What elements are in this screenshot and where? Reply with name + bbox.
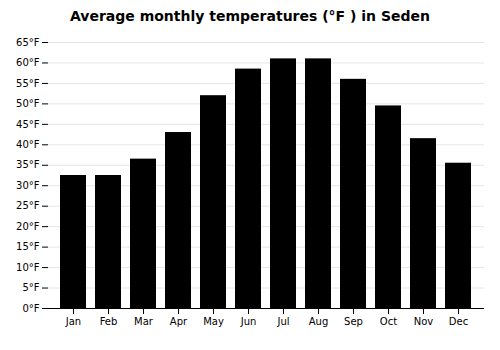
svg-text:65°F: 65°F bbox=[16, 37, 40, 48]
svg-text:Feb: Feb bbox=[100, 316, 118, 327]
svg-text:Oct: Oct bbox=[380, 316, 397, 327]
svg-text:Jul: Jul bbox=[276, 316, 289, 327]
svg-text:Sep: Sep bbox=[344, 316, 363, 327]
svg-text:50°F: 50°F bbox=[16, 98, 40, 109]
svg-text:Apr: Apr bbox=[170, 316, 188, 327]
svg-text:Jun: Jun bbox=[240, 316, 257, 327]
svg-text:May: May bbox=[203, 316, 224, 327]
svg-text:25°F: 25°F bbox=[16, 200, 40, 211]
svg-text:30°F: 30°F bbox=[16, 180, 40, 191]
html-text:Average monthly temperatures (: Average monthly temperatures (°F ) in Se… bbox=[70, 8, 430, 24]
svg-text:5°F: 5°F bbox=[22, 282, 39, 293]
svg-text:55°F: 55°F bbox=[16, 78, 40, 89]
svg-text:20°F: 20°F bbox=[16, 221, 40, 232]
svg-text:Aug: Aug bbox=[309, 316, 329, 327]
svg-text:Dec: Dec bbox=[449, 316, 468, 327]
svg-text:45°F: 45°F bbox=[16, 119, 40, 130]
svg-text:15°F: 15°F bbox=[16, 241, 40, 252]
svg-text:40°F: 40°F bbox=[16, 139, 40, 150]
svg-text:10°F: 10°F bbox=[16, 262, 40, 273]
svg-text:0°F: 0°F bbox=[22, 303, 39, 314]
svg-text:60°F: 60°F bbox=[16, 57, 40, 68]
svg-text:Mar: Mar bbox=[134, 316, 154, 327]
svg-text:Jan: Jan bbox=[65, 316, 81, 327]
svg-text:Nov: Nov bbox=[414, 316, 434, 327]
svg-text:35°F: 35°F bbox=[16, 159, 40, 170]
